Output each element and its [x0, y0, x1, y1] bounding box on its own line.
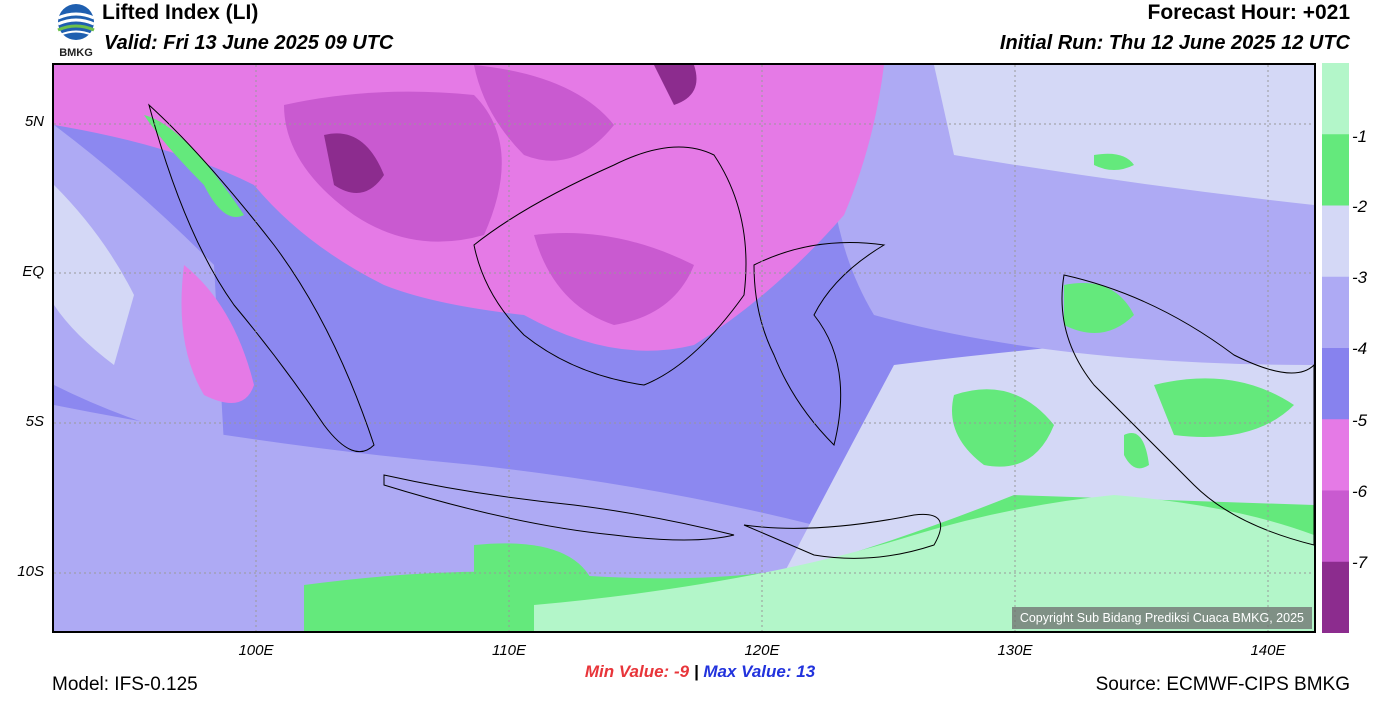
lat-label-5s: 5S: [25, 413, 44, 430]
valid-time: Valid: Fri 13 June 2025 09 UTC: [104, 32, 394, 54]
lon-label-100e: 100E: [238, 642, 274, 659]
colorbar-label: -2: [1352, 197, 1368, 216]
lifted-index-map[interactable]: Copyright Sub Bidang Prediksi Cuaca BMKG…: [52, 63, 1316, 633]
max-value-label: Max Value:: [703, 662, 792, 681]
min-value: -9: [673, 662, 690, 681]
colorbar-swatch: [1322, 561, 1349, 634]
colorbar-label: -4: [1352, 339, 1368, 358]
lon-label-140e: 140E: [1250, 642, 1286, 659]
lat-label-eq: EQ: [22, 263, 44, 280]
lat-label-10s: 10S: [17, 563, 44, 580]
copyright-notice: Copyright Sub Bidang Prediksi Cuaca BMKG…: [1011, 607, 1312, 629]
colorbar-swatch: [1322, 63, 1349, 135]
colorbar-swatch: [1322, 134, 1349, 206]
bmkg-logo: BMKG: [52, 2, 100, 59]
data-source: Source: ECMWF-CIPS BMKG: [1095, 674, 1350, 695]
lon-label-130e: 130E: [997, 642, 1033, 659]
initial-run: Initial Run: Thu 12 June 2025 12 UTC: [999, 32, 1350, 54]
colorbar-label: -6: [1352, 482, 1368, 501]
colorbar-label: -7: [1352, 553, 1368, 572]
colorbar-swatch: [1322, 205, 1349, 278]
lon-label-110e: 110E: [492, 642, 526, 659]
colorbar-swatch: [1322, 490, 1349, 563]
model-name: Model: IFS-0.125: [52, 674, 198, 695]
colorbar-swatch: [1322, 276, 1349, 349]
colorbar-label: -1: [1352, 127, 1368, 146]
colorbar: [1322, 63, 1349, 634]
colorbar-swatch: [1322, 419, 1349, 491]
colorbar-label: -3: [1352, 268, 1368, 287]
svg-text:BMKG: BMKG: [59, 47, 93, 58]
lat-label-5n: 5N: [24, 113, 44, 130]
colorbar-swatch: [1322, 348, 1349, 420]
min-max-values: Min Value: -9 | Max Value: 13: [0, 662, 1400, 682]
colorbar-label: -5: [1352, 411, 1368, 430]
min-value-label: Min Value:: [584, 662, 670, 681]
lon-label-120e: 120E: [744, 642, 780, 659]
max-value: 13: [796, 662, 816, 681]
chart-title: Lifted Index (LI): [102, 1, 259, 24]
forecast-hour: Forecast Hour: +021: [1147, 1, 1351, 24]
map-canvas: [54, 65, 1314, 631]
stat-separator: |: [693, 662, 699, 681]
